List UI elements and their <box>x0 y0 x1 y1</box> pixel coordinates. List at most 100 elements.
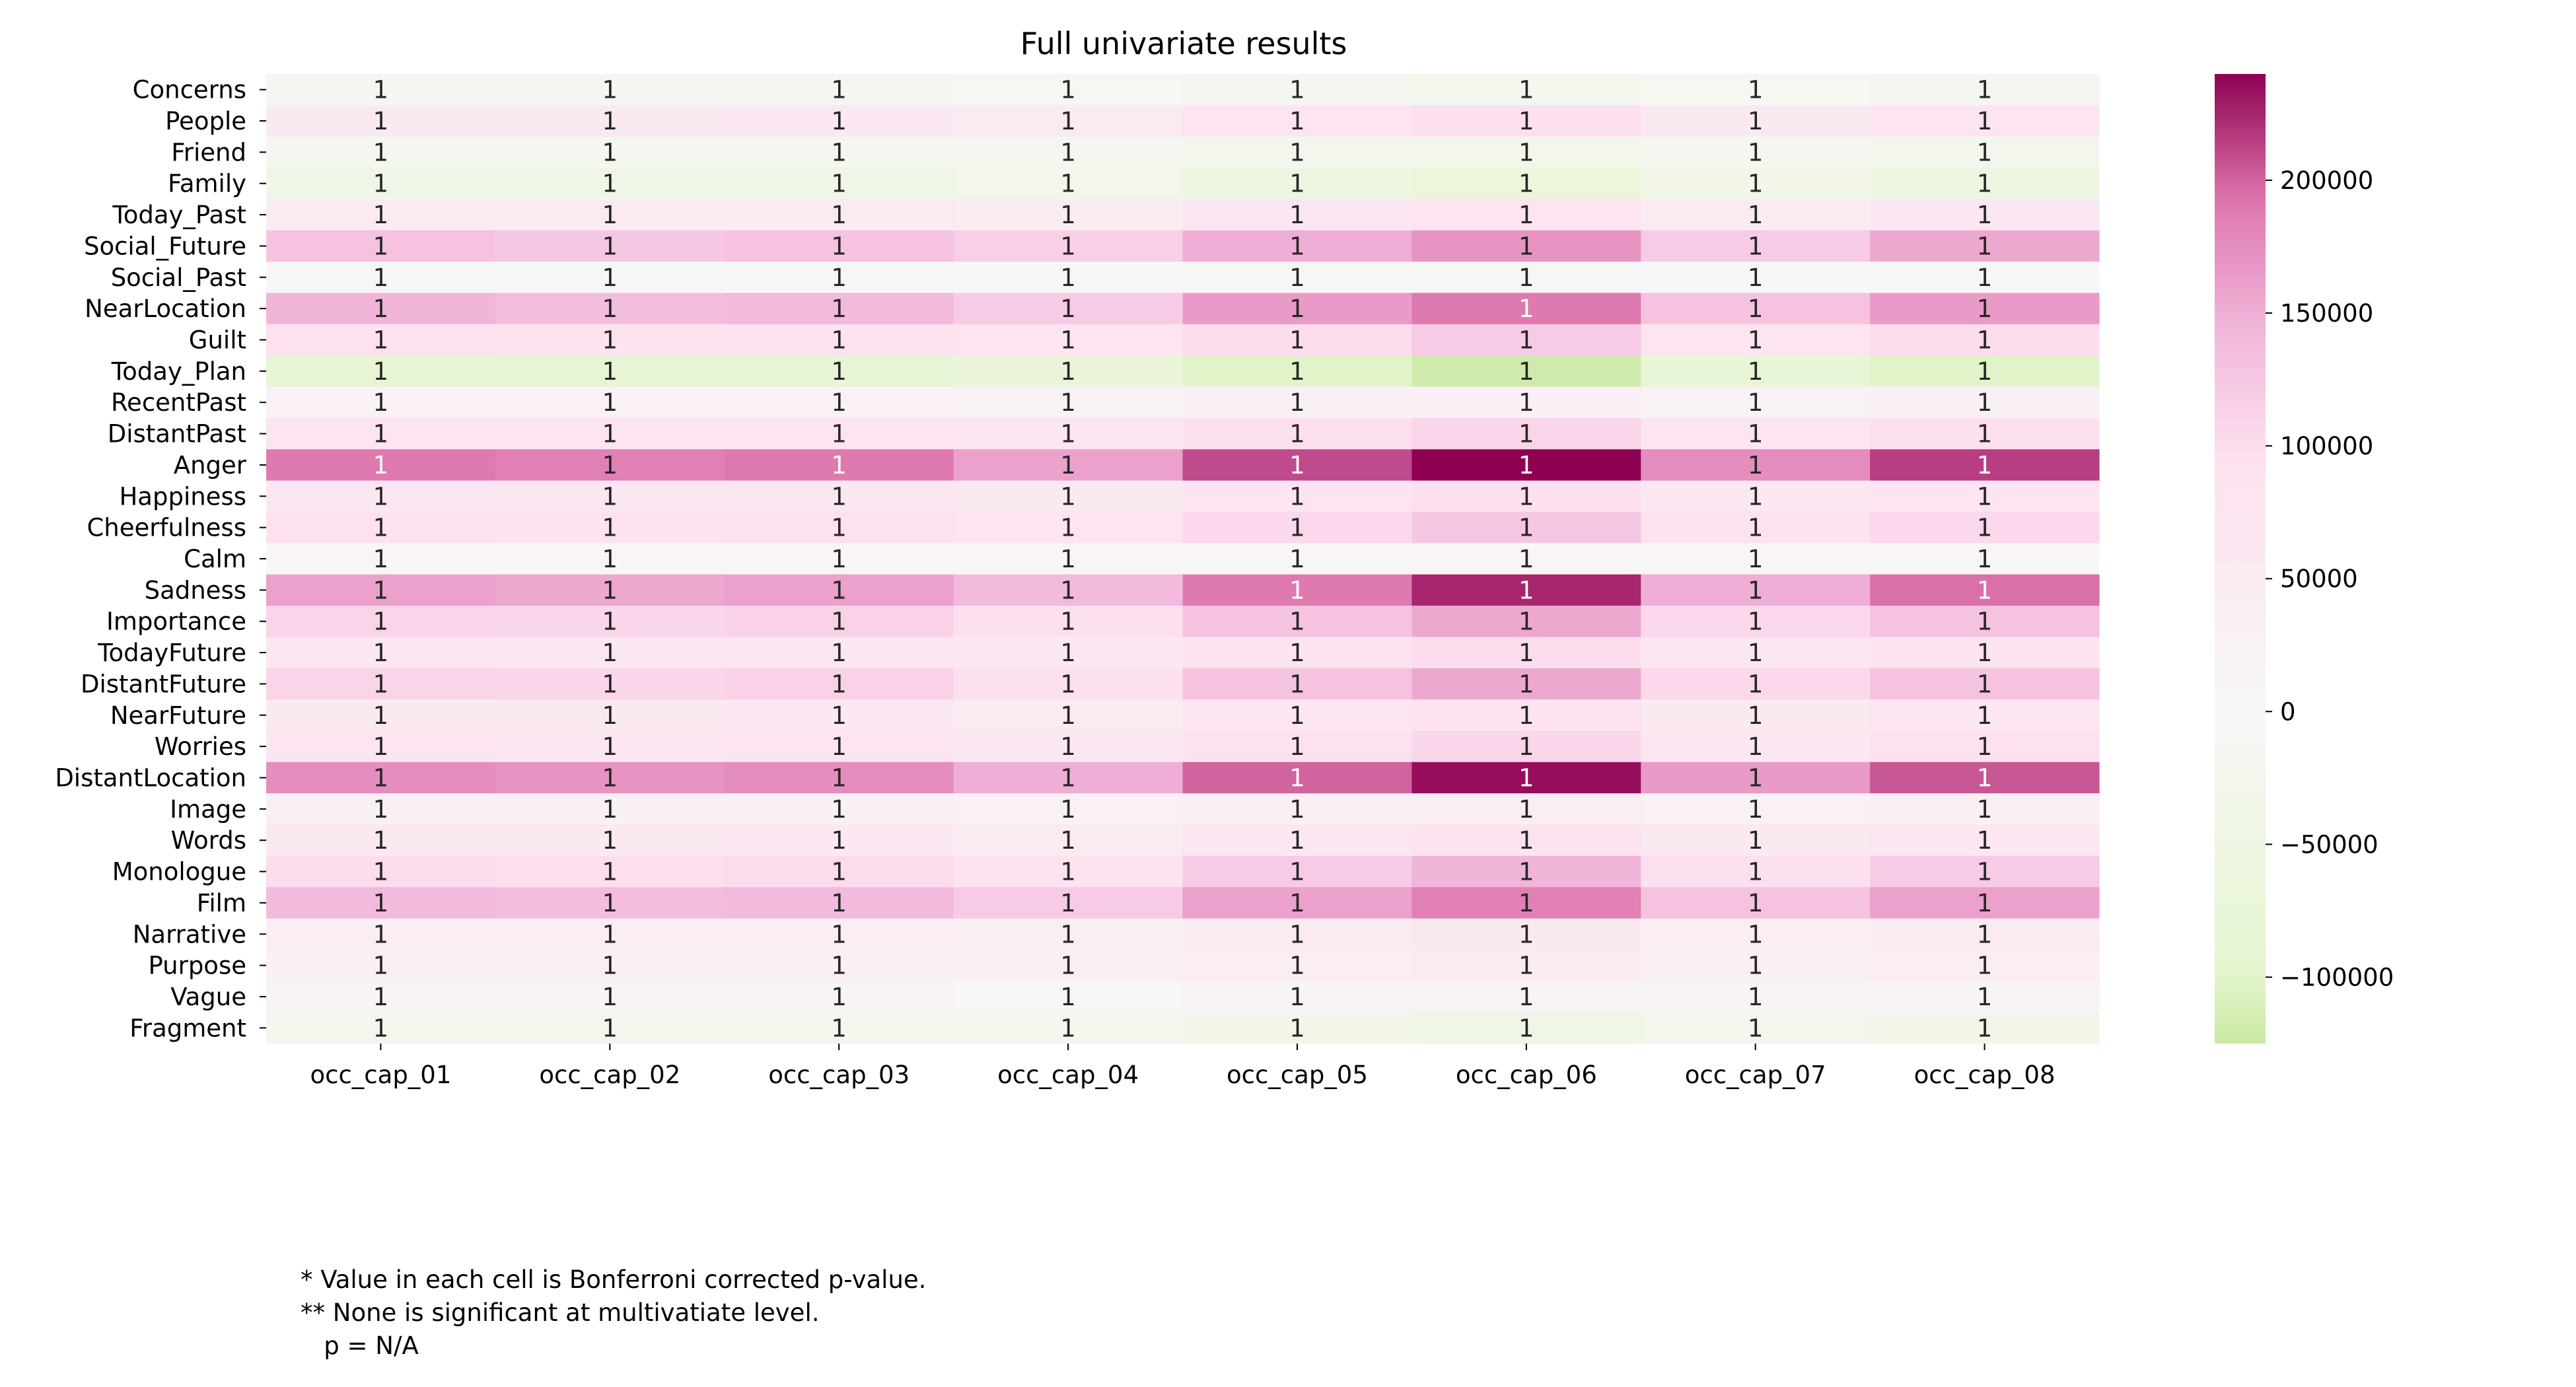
heatmap-cell <box>1641 230 1871 262</box>
heatmap-cell <box>724 637 954 669</box>
heatmap-cell <box>724 74 954 106</box>
cell-annotation: 1 <box>1748 388 1764 417</box>
heatmap-cell <box>495 887 725 919</box>
cell-annotation: 1 <box>1977 388 1993 417</box>
heatmap-cell <box>953 824 1184 857</box>
cell-annotation: 1 <box>1060 732 1076 761</box>
row-label: Words <box>171 826 246 855</box>
row-label: Concerns <box>133 76 246 104</box>
row-label: Image <box>170 795 246 824</box>
colorbar-tick-label: 50000 <box>2280 565 2358 593</box>
heatmap-cell <box>1641 417 1871 450</box>
cell-annotation: 1 <box>1748 420 1764 448</box>
heatmap-cell <box>1870 918 2100 950</box>
row-label: DistantLocation <box>55 764 246 792</box>
heatmap-cell <box>1641 324 1871 356</box>
heatmap-cell <box>1870 981 2100 1013</box>
cell-annotation: 1 <box>1289 639 1305 667</box>
heatmap-cell <box>1870 449 2100 481</box>
cell-annotation: 1 <box>1748 264 1764 292</box>
heatmap-cell <box>724 105 954 137</box>
colorbar-tick-label: 0 <box>2280 697 2296 726</box>
cell-annotation: 1 <box>1977 170 1993 198</box>
heatmap-cell <box>953 199 1184 231</box>
heatmap-cell <box>266 574 496 606</box>
cell-annotation: 1 <box>1060 545 1076 573</box>
cell-annotation: 1 <box>373 576 389 604</box>
heatmap-cell <box>266 762 496 794</box>
heatmap-cell <box>953 511 1184 544</box>
heatmap-cell <box>1182 793 1412 826</box>
cell-annotation: 1 <box>1519 545 1534 573</box>
heatmap-cell <box>1870 480 2100 513</box>
heatmap-cell <box>1641 511 1871 544</box>
cell-annotation: 1 <box>1977 420 1993 448</box>
cell-annotation: 1 <box>1289 482 1305 511</box>
heatmap-cell <box>1870 262 2100 294</box>
heatmap-cell <box>266 887 496 919</box>
cell-annotation: 1 <box>373 107 389 135</box>
cell-annotation: 1 <box>1519 795 1534 824</box>
heatmap-cell <box>1182 105 1412 137</box>
heatmap-cell <box>1412 918 1641 950</box>
column-label: occ_cap_07 <box>1685 1061 1826 1089</box>
heatmap-cell <box>495 262 725 294</box>
cell-annotation: 1 <box>602 889 618 917</box>
heatmap-cell <box>1641 262 1871 294</box>
heatmap-cell <box>1412 355 1641 388</box>
cell-annotation: 1 <box>1519 983 1534 1011</box>
heatmap-cell <box>1412 262 1641 294</box>
heatmap-cell <box>266 1012 496 1044</box>
footnote-3: p = N/A <box>301 1332 419 1360</box>
heatmap-cell <box>1641 386 1871 419</box>
heatmap-cell <box>266 637 496 669</box>
heatmap-cell <box>724 762 954 794</box>
cell-annotation: 1 <box>1519 639 1534 667</box>
row-label: Guilt <box>189 326 246 355</box>
cell-annotation: 1 <box>1289 732 1305 761</box>
heatmap-cell <box>724 449 954 481</box>
colorbar-tick-label: 200000 <box>2280 166 2373 195</box>
heatmap-cell <box>724 480 954 513</box>
heatmap-cell <box>724 324 954 356</box>
cell-annotation: 1 <box>602 920 618 948</box>
heatmap-cell <box>953 762 1184 794</box>
heatmap-cell <box>266 136 496 168</box>
heatmap-cell <box>1870 637 2100 669</box>
cell-annotation: 1 <box>1977 232 1993 260</box>
row-label: Importance <box>106 608 246 636</box>
heatmap-cell <box>266 730 496 763</box>
cell-annotation: 1 <box>1748 357 1764 386</box>
cell-annotation: 1 <box>1748 138 1764 166</box>
cell-annotation: 1 <box>602 983 618 1011</box>
cell-annotation: 1 <box>1289 357 1305 386</box>
heatmap-cell <box>266 74 496 106</box>
cell-annotation: 1 <box>602 670 618 698</box>
cell-annotation: 1 <box>602 76 618 104</box>
heatmap-cell <box>953 606 1184 637</box>
heatmap-cell <box>953 543 1184 575</box>
cell-annotation: 1 <box>1519 138 1534 166</box>
column-label: occ_cap_06 <box>1456 1061 1597 1089</box>
cell-annotation: 1 <box>1519 701 1534 730</box>
cell-annotation: 1 <box>1060 764 1076 792</box>
row-label: Social_Past <box>111 264 246 292</box>
cell-annotation: 1 <box>373 545 389 573</box>
heatmap-cell <box>1870 762 2100 794</box>
column-label: occ_cap_02 <box>539 1061 680 1089</box>
cell-annotation: 1 <box>1289 858 1305 886</box>
heatmap-cell <box>724 606 954 637</box>
heatmap-cell <box>953 949 1184 981</box>
cell-annotation: 1 <box>1748 76 1764 104</box>
cell-annotation: 1 <box>831 826 847 855</box>
heatmap-cell <box>1641 887 1871 919</box>
heatmap-cell <box>266 981 496 1013</box>
cell-annotation: 1 <box>1519 264 1534 292</box>
cell-annotation: 1 <box>602 952 618 980</box>
row-label: Vague <box>170 983 246 1011</box>
row-label: Today_Past <box>112 201 246 229</box>
cell-annotation: 1 <box>1060 514 1076 542</box>
column-label: occ_cap_08 <box>1914 1061 2056 1089</box>
cell-annotation: 1 <box>1977 795 1993 824</box>
cell-annotation: 1 <box>1289 920 1305 948</box>
